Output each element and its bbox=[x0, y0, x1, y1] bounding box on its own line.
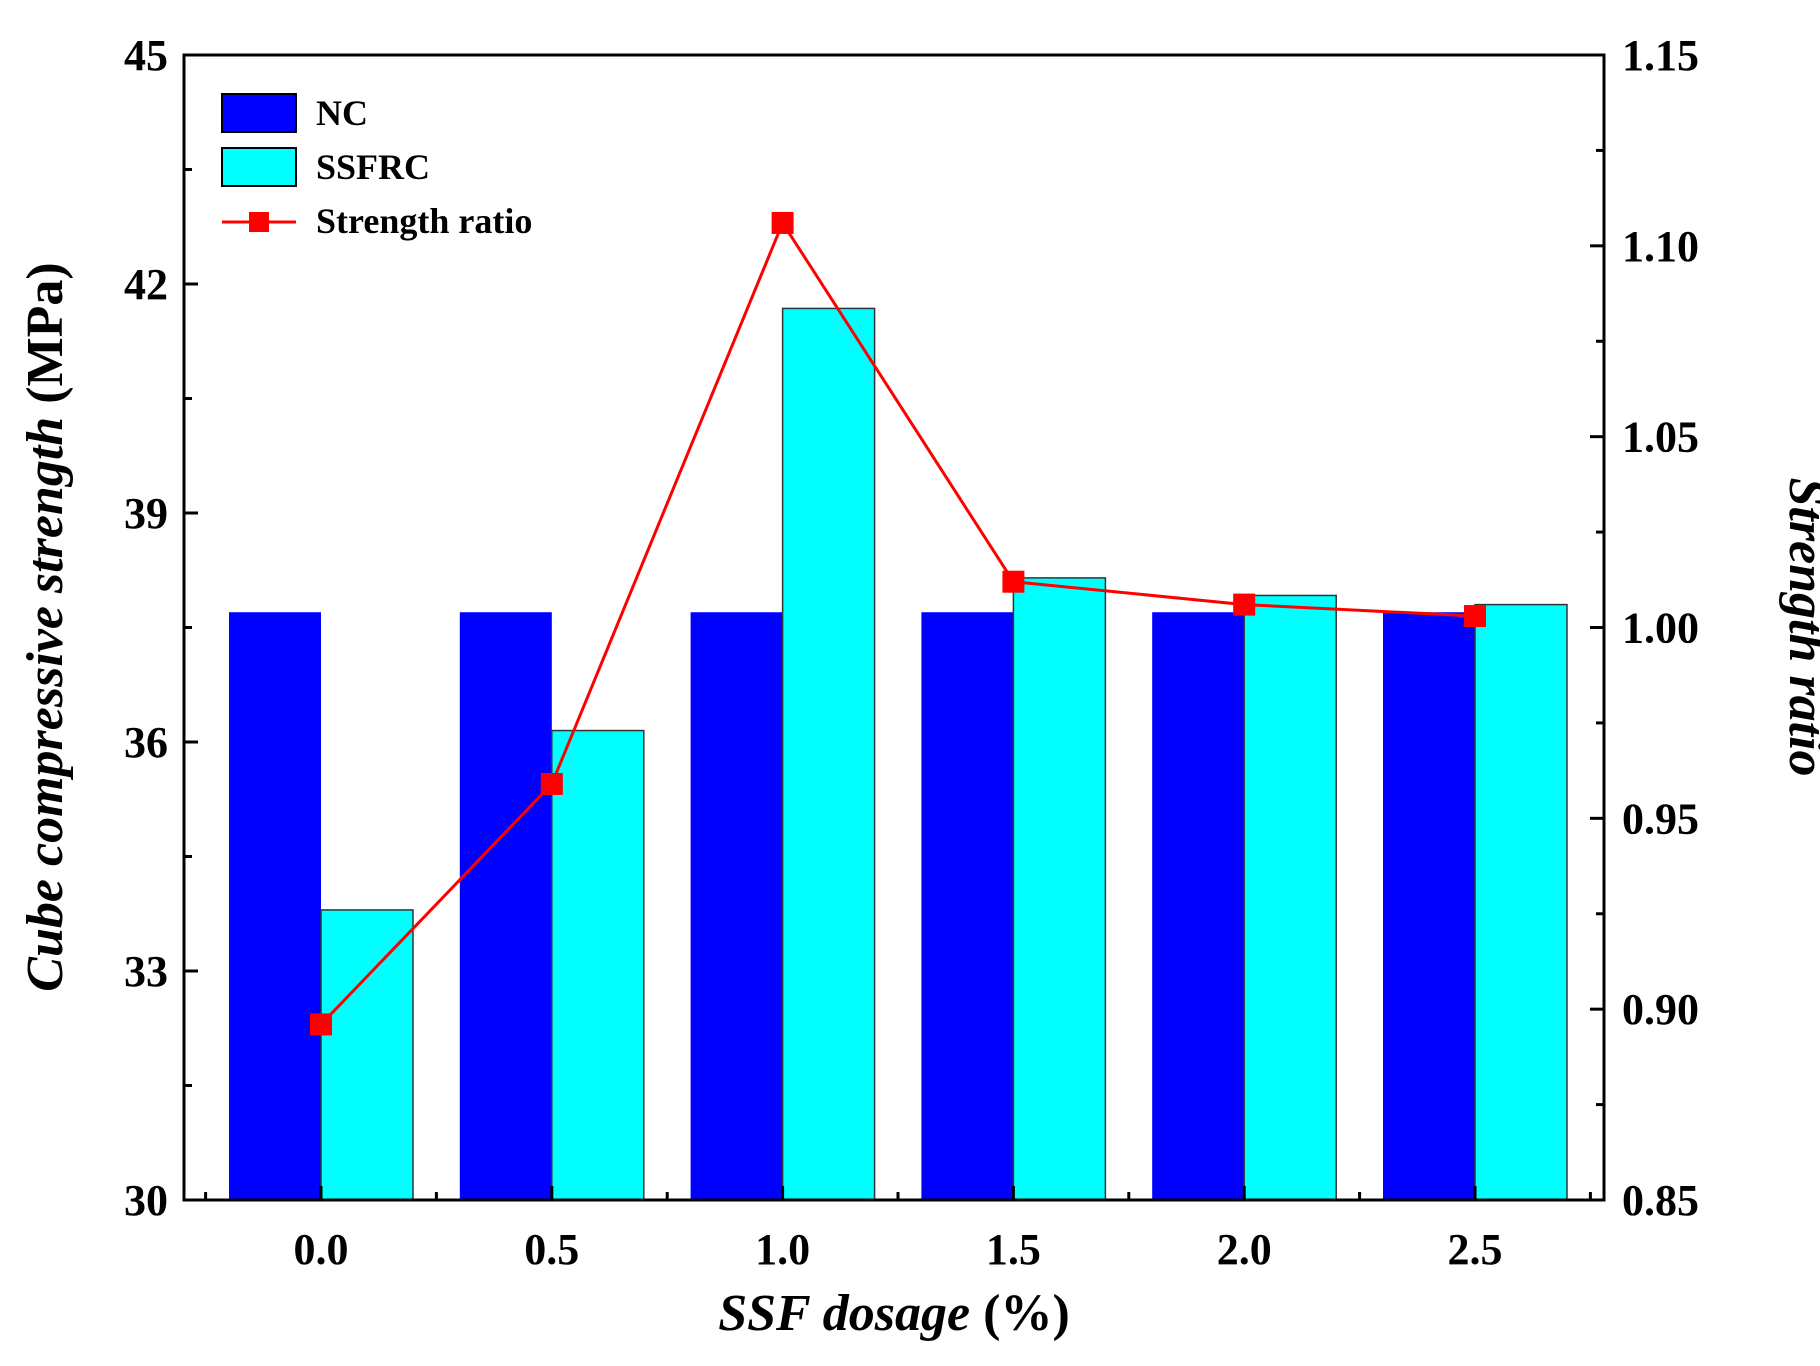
ratio-marker-0.0 bbox=[310, 1013, 332, 1036]
x-axis-title-unit: (%) bbox=[970, 1285, 1070, 1342]
ratio-marker-0.5 bbox=[540, 772, 563, 795]
bar-nc-1.5 bbox=[921, 612, 1014, 1200]
y-axis-title-unit: (MPa) bbox=[17, 262, 74, 416]
bar-nc-0.5 bbox=[459, 612, 552, 1200]
x-tick-label: 2.5 bbox=[1448, 1225, 1503, 1274]
x-tick-label: 1.5 bbox=[986, 1225, 1041, 1274]
x-tick-label: 2.0 bbox=[1217, 1225, 1272, 1274]
ratio-marker-2.0 bbox=[1233, 593, 1256, 616]
y2-axis-title: Strength ratio bbox=[1778, 477, 1820, 776]
x-tick-label: 0.5 bbox=[524, 1225, 579, 1274]
y2-tick-label: 0.85 bbox=[1622, 1176, 1699, 1225]
bar-ssfrc-2.0 bbox=[1243, 594, 1337, 1201]
x-tick-label: 0.0 bbox=[294, 1225, 349, 1274]
ratio-marker-2.5 bbox=[1464, 605, 1486, 628]
bar-ssfrc-2.5 bbox=[1474, 603, 1568, 1201]
y-tick-label: 45 bbox=[124, 31, 168, 80]
y-tick-label: 30 bbox=[124, 1176, 168, 1225]
x-tick-label: 1.0 bbox=[755, 1225, 810, 1274]
y2-tick-label: 1.15 bbox=[1622, 31, 1699, 80]
bars-layer bbox=[229, 307, 1568, 1201]
y-axis-title: Cube compressive strength (MPa) bbox=[17, 262, 74, 991]
legend-label-ssfrc: SSFRC bbox=[316, 147, 430, 187]
y-axis-title-italic: Cube compressive strength bbox=[17, 417, 74, 992]
bar-ssfrc-0.5 bbox=[551, 729, 645, 1201]
y2-tick-label: 0.95 bbox=[1622, 794, 1699, 843]
ratio-line-layer bbox=[310, 211, 1486, 1036]
ratio-marker-1.0 bbox=[771, 211, 794, 234]
x-axis-title: SSF dosage (%) bbox=[718, 1285, 1070, 1342]
bar-ssfrc-1.0 bbox=[781, 307, 876, 1201]
y2-tick-label: 0.90 bbox=[1622, 985, 1699, 1034]
ratio-marker-1.5 bbox=[1002, 570, 1025, 593]
bar-nc-0.0 bbox=[229, 612, 321, 1200]
x-axis-title-italic: SSF dosage bbox=[718, 1285, 970, 1342]
legend-label-ratio: Strength ratio bbox=[316, 201, 532, 241]
bar-nc-1.0 bbox=[690, 612, 783, 1200]
bar-nc-2.0 bbox=[1152, 612, 1245, 1200]
legend-marker-ratio bbox=[249, 212, 269, 232]
y2-tick-label: 1.05 bbox=[1622, 413, 1699, 462]
legend-label-nc: NC bbox=[316, 93, 368, 133]
legend-swatch-nc bbox=[221, 93, 297, 133]
legend: NC SSFRC Strength ratio bbox=[221, 93, 532, 241]
bar-ssfrc-1.5 bbox=[1012, 577, 1107, 1201]
bar-nc-2.5 bbox=[1383, 612, 1475, 1200]
ticks-layer: 30 33 36 39 42 45 0.85 0.90 0.95 1.00 1.05 1.10 1.15… bbox=[124, 31, 1699, 1274]
legend-swatch-ssfrc bbox=[221, 147, 297, 187]
y-tick-label: 36 bbox=[124, 718, 168, 767]
y-tick-label: 42 bbox=[124, 260, 168, 309]
y-tick-label: 33 bbox=[124, 947, 168, 996]
y2-tick-label: 1.10 bbox=[1622, 222, 1699, 271]
y-tick-label: 39 bbox=[124, 489, 168, 538]
ratio-line bbox=[319, 219, 1476, 1026]
bar-ssfrc-0.0 bbox=[320, 909, 414, 1201]
y2-tick-label: 1.00 bbox=[1622, 604, 1699, 653]
